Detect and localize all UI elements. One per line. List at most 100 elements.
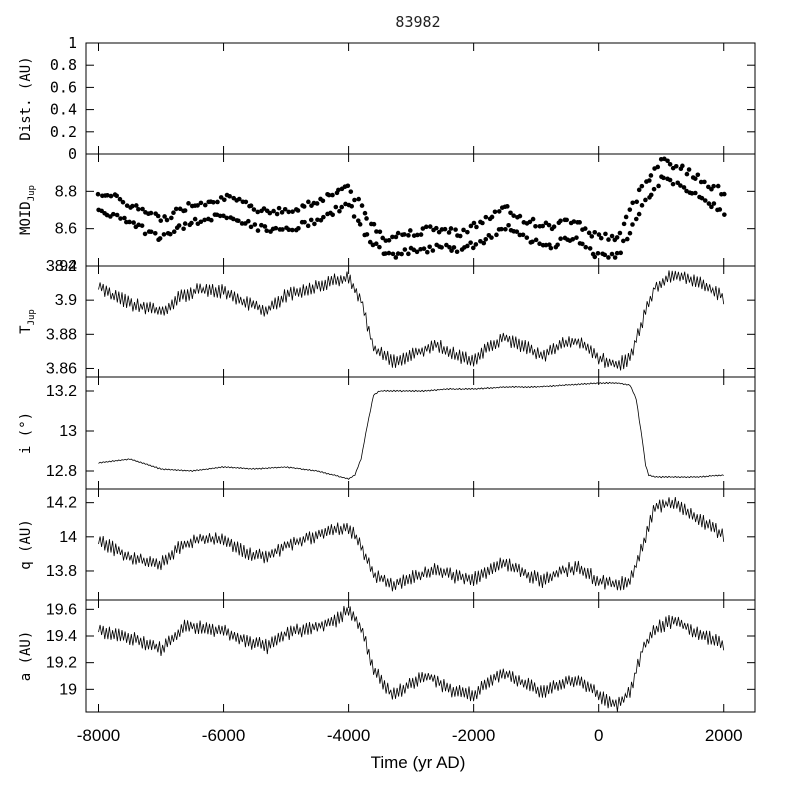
scatter-point [152,230,158,236]
scatter-point [595,250,601,256]
scatter-point [136,206,141,212]
scatter-point [621,221,627,227]
scatter-point [489,214,495,220]
scatter-point [508,210,513,216]
scatter-point [169,215,174,221]
scatter-point [684,171,690,177]
y-axis-label-main: T [18,325,34,334]
scatter-point [446,230,452,235]
scatter-point [134,203,139,208]
scatter-point [711,201,717,206]
series-line-q [98,497,725,592]
scatter-point [514,229,520,234]
scatter-point [110,211,116,217]
scatter-point [551,224,557,229]
scatter-point [630,200,635,206]
scatter-point [434,225,439,231]
scatter-point [262,224,268,229]
scatter-point [302,219,307,225]
scatter-point [386,237,392,243]
scatter-point [530,216,536,222]
series-line-inc [98,381,724,480]
scatter-point [454,249,460,255]
y-axis-label-sub: Jup [27,185,37,201]
scatter-point [627,207,633,212]
x-tick-label: -4000 [327,726,370,745]
scatter-point [120,199,126,205]
x-axis-label: Time (yr AD) [371,753,466,772]
scatter-point [305,223,311,229]
scatter-point [402,232,407,237]
scatter-point [420,226,426,231]
scatter-point [627,230,633,236]
scatter-point [279,210,285,215]
scatter-point [393,255,399,260]
scatter-point [130,203,135,209]
scatter-point [506,222,511,228]
y-tick-label: 8.6 [55,221,77,238]
scatter-point [639,203,645,208]
y-tick-label: 3.88 [46,326,77,343]
scatter-point [693,190,698,196]
scatter-point [131,220,136,225]
scatter-point [345,183,351,189]
scatter-point [439,245,444,250]
scatter-point [373,241,379,247]
scatter-point [606,237,611,242]
scatter-point [537,241,542,246]
scatter-point [192,216,198,222]
scatter-point [574,235,579,240]
scatter-point [383,251,388,256]
scatter-point [246,218,251,224]
scatter-point [596,232,602,237]
panel-inc: 12.8 13 13.2 i (°) [18,376,756,490]
scatter-point [609,251,615,257]
scatter-point [571,219,577,224]
scatter-point [236,196,242,202]
scatter-point [142,231,148,237]
scatter-point [423,224,429,230]
scatter-point [570,236,576,242]
scatter-point [105,192,110,198]
scatter-point [221,213,226,219]
panel-q: 13.8 14 14.2 q (AU) [18,488,756,601]
scatter-point [603,231,608,237]
y-tick-label: 8.8 [55,183,77,200]
scatter-point [308,217,314,223]
scatter-point [371,221,377,227]
scatter-point [465,243,470,249]
scatter-point [280,227,285,232]
scatter-point [430,248,436,253]
scatter-point [330,192,335,198]
y-tick-label: 0 [68,145,77,163]
scatter-point [217,213,223,219]
scatter-point [259,222,264,228]
scatter-point [480,220,485,226]
scatter-point [186,201,191,206]
scatter-point [239,221,245,226]
scatter-point [195,203,200,208]
scatter-point [447,244,452,250]
scatter-point [315,217,320,223]
scatter-point [215,199,220,205]
x-tick-label: 2000 [705,726,743,745]
scatter-point [524,235,530,240]
y-axis-label: TJup [18,309,37,334]
scatter-point [609,233,615,239]
scatter-point [127,219,132,225]
scatter-point [326,192,332,198]
y-tick-label: 14.2 [46,495,77,512]
scatter-point [251,207,257,212]
y-axis-label-main: Dist. (AU) [18,56,34,140]
scatter-point [122,215,127,221]
scatter-point [339,204,345,210]
scatter-point [367,239,373,245]
y-axis-label: a (AU) [18,631,34,682]
y-axis-label: MOIDJup [18,185,37,235]
panel-frame [85,265,756,378]
scatter-point [465,229,470,235]
scatter-point [140,206,145,212]
scatter-point [336,187,341,193]
scatter-point [511,213,516,218]
scatter-point [252,222,258,227]
